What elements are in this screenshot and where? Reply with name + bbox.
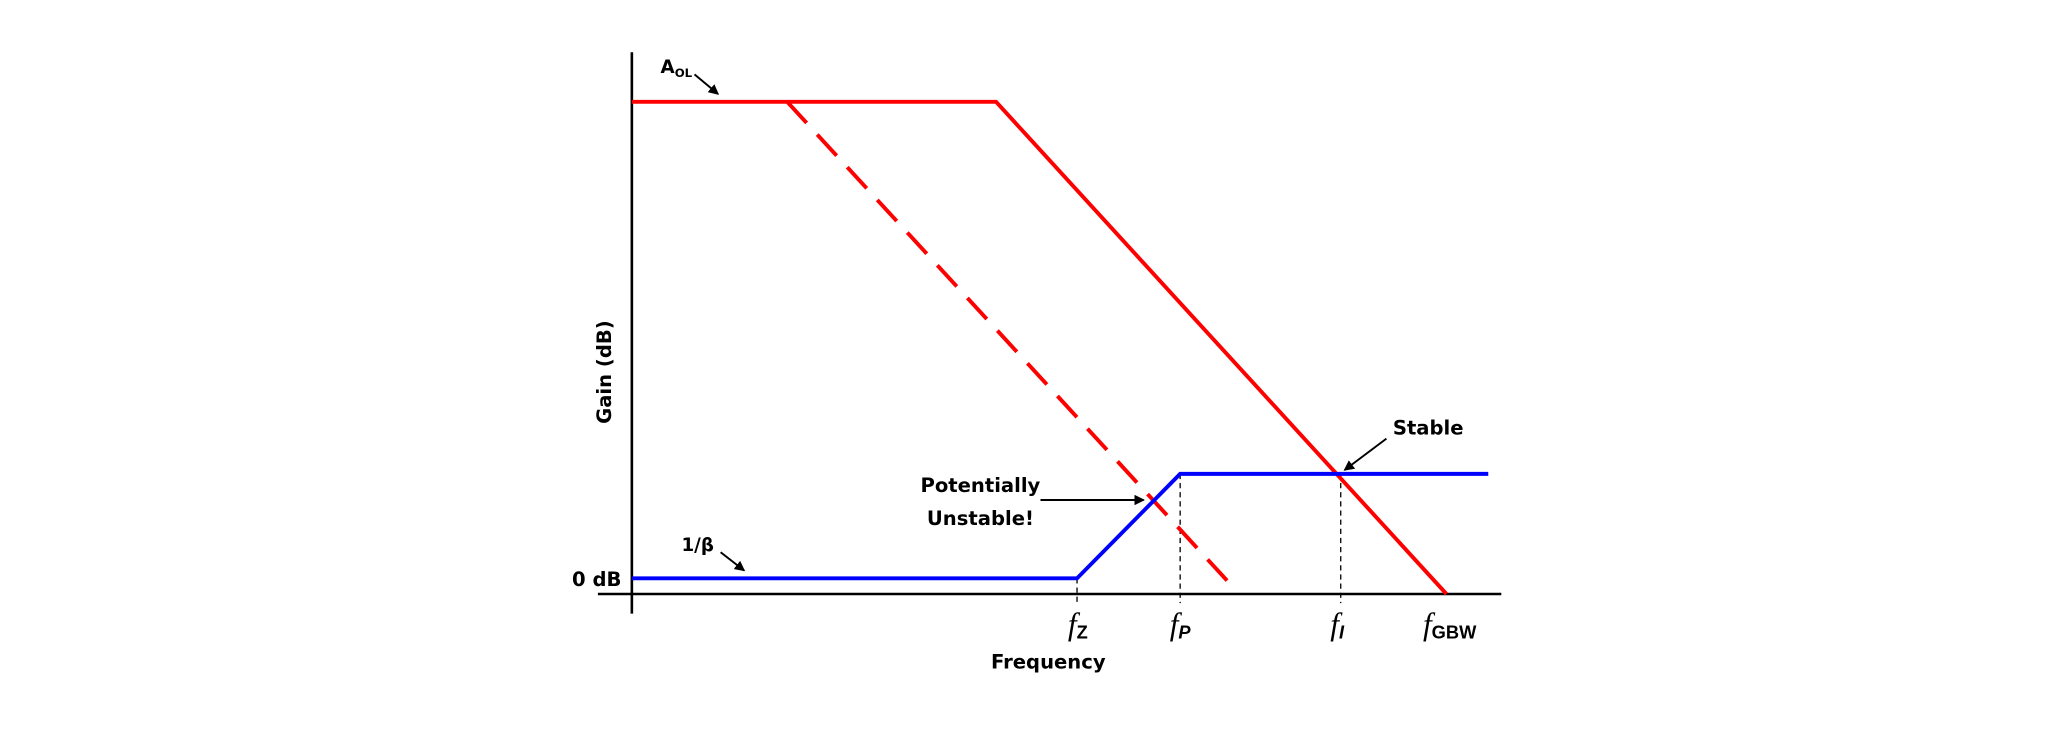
- frequency-label: fI: [1330, 606, 1345, 642]
- frequency-label: fGBW: [1423, 606, 1477, 642]
- annotation: Unstable!: [927, 507, 1034, 530]
- inv-beta-label: 1/β: [681, 535, 713, 556]
- inv-beta-curve: [631, 471, 1489, 581]
- arrow: [720, 551, 746, 572]
- zero-db-label: 0 dB: [572, 568, 621, 591]
- frequency-label: fP: [1170, 606, 1192, 642]
- arrow: [1343, 437, 1388, 471]
- annotation: Potentially: [920, 474, 1040, 497]
- arrow: [693, 73, 720, 95]
- x-axis-title: Frequency: [991, 650, 1106, 673]
- aol-curve: [631, 99, 1448, 596]
- aol-label: AOL: [661, 57, 693, 80]
- y-axis-title: Gain (dB): [593, 320, 616, 424]
- annotation: Stable: [1393, 417, 1464, 440]
- aol-dashed-curve: [785, 100, 1232, 585]
- frequency-label: fZ: [1068, 606, 1088, 642]
